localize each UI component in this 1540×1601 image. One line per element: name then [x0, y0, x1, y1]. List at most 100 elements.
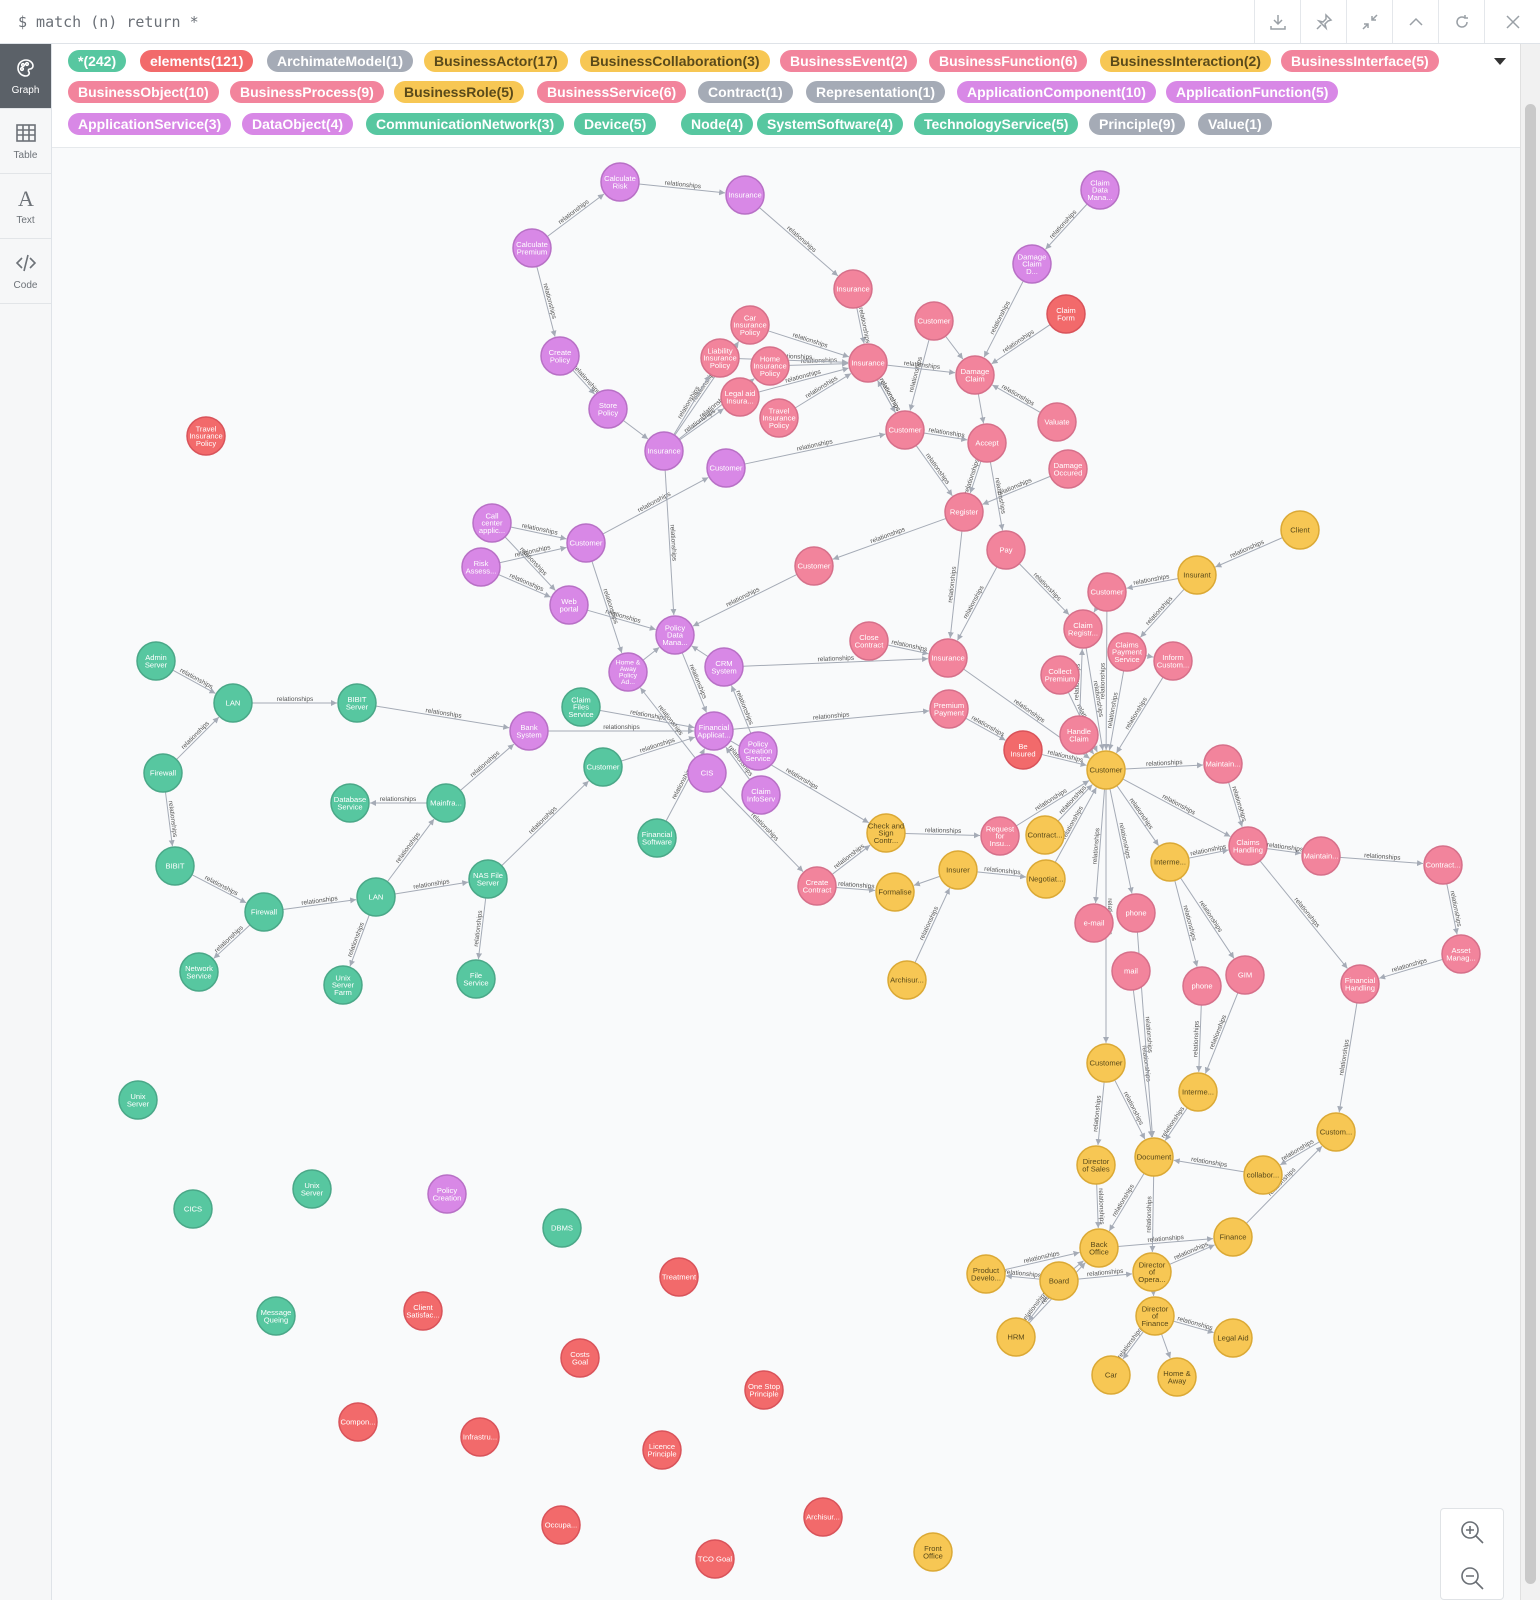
vertical-scrollbar[interactable] — [1520, 44, 1540, 1600]
edge-line[interactable] — [1094, 608, 1097, 612]
relationship-edge[interactable]: relationships — [173, 667, 216, 693]
relationship-edge[interactable]: relationships — [1280, 1138, 1319, 1165]
graph-node[interactable]: Customer — [886, 411, 924, 449]
relationship-edge[interactable]: relationships — [1447, 884, 1463, 935]
close-icon[interactable] — [1484, 0, 1540, 43]
relationship-edge[interactable]: relationships — [992, 383, 1040, 412]
graph-node[interactable]: Insurance — [645, 432, 683, 470]
graph-node[interactable]: Archisur... — [888, 961, 926, 999]
relationship-edge[interactable]: relationships — [743, 655, 928, 666]
graph-node[interactable]: Contract... — [1424, 846, 1462, 884]
relationship-edge[interactable]: relationships — [572, 364, 602, 396]
relationship-edge[interactable]: relationships — [621, 736, 695, 761]
relationship-edge[interactable]: relationships — [957, 567, 997, 641]
graph-node[interactable]: Client — [1281, 511, 1319, 549]
graph-node[interactable]: Infrastru... — [461, 1418, 499, 1456]
relationship-edge[interactable]: relationships — [1127, 573, 1179, 588]
relationship-edge[interactable]: relationships — [888, 639, 929, 654]
graph-node[interactable]: Negotiat... — [1027, 860, 1065, 898]
relationship-edge[interactable]: relationships — [857, 307, 871, 345]
graph-node[interactable]: Insurance — [726, 176, 764, 214]
label-pill[interactable]: ApplicationFunction(5) — [1166, 81, 1338, 103]
relationship-edge[interactable]: relationships — [693, 574, 797, 626]
relationship-edge[interactable]: relationships — [1260, 861, 1347, 969]
edge-line[interactable] — [1215, 538, 1282, 567]
download-icon[interactable] — [1254, 0, 1301, 43]
edge-line[interactable] — [915, 888, 950, 963]
graph-node[interactable]: collabor... — [1244, 1156, 1282, 1194]
relationship-edge[interactable]: relationships — [733, 711, 929, 729]
edge-line[interactable] — [1116, 677, 1163, 753]
relationship-edge[interactable]: relationships — [966, 715, 1006, 741]
graph-node[interactable]: Contract... — [1026, 816, 1064, 854]
sidebar-item-table[interactable]: Table — [0, 109, 51, 174]
edge-line[interactable] — [1146, 656, 1154, 658]
relationship-edge[interactable]: relationships — [1116, 1326, 1144, 1360]
relationship-edge[interactable]: relationships — [915, 888, 950, 963]
graph-node[interactable]: Insurant — [1178, 556, 1216, 594]
graph-node[interactable]: Customer — [915, 302, 953, 340]
relationship-edge[interactable]: relationships — [832, 842, 870, 874]
relationship-edge[interactable]: relationships — [1125, 759, 1203, 769]
graph-node[interactable]: Mainfra... — [427, 784, 465, 822]
relationship-edge[interactable]: relationships — [1338, 1003, 1357, 1113]
label-pill[interactable]: BusinessInterface(5) — [1281, 50, 1439, 72]
edge-line[interactable] — [603, 477, 709, 534]
edge-line[interactable] — [693, 574, 797, 626]
graph-node[interactable]: Formalise — [876, 873, 914, 911]
label-pill[interactable]: CommunicationNetwork(3) — [366, 113, 564, 135]
edge-line[interactable] — [643, 647, 659, 660]
relationship-edge[interactable]: relationships — [905, 827, 980, 835]
edge-line[interactable] — [1074, 1261, 1084, 1269]
relationship-edge[interactable]: relationships — [982, 476, 1050, 504]
edge-line[interactable] — [945, 336, 962, 359]
graph-node[interactable]: Insurance — [834, 270, 872, 308]
relationship-edge[interactable] — [1161, 1334, 1170, 1358]
graph-node[interactable]: CIS — [688, 754, 726, 792]
graph-node[interactable]: Finance — [1214, 1218, 1252, 1256]
relationship-edge[interactable]: relationships — [1140, 589, 1184, 637]
label-pill[interactable]: BusinessRole(5) — [394, 81, 524, 103]
scroll-thumb[interactable] — [1525, 104, 1536, 1584]
relationship-edge[interactable] — [914, 876, 940, 885]
edge-line[interactable] — [692, 646, 708, 657]
zoom-in-icon[interactable] — [1441, 1509, 1503, 1555]
relationship-edge[interactable]: relationships — [990, 462, 1006, 531]
relationship-edge[interactable]: relationships — [1266, 842, 1304, 854]
graph-node[interactable]: Customer — [567, 524, 605, 562]
graph-node[interactable]: Register — [945, 493, 983, 531]
sidebar-item-code[interactable]: Code — [0, 239, 51, 304]
label-pill[interactable]: BusinessEvent(2) — [780, 50, 917, 72]
relationship-edge[interactable] — [1094, 608, 1097, 612]
relationship-edge[interactable]: relationships — [547, 194, 604, 237]
graph-node[interactable]: Valuate — [1038, 403, 1076, 441]
relationship-edge[interactable]: relationships — [460, 744, 514, 790]
relationship-edge[interactable] — [1146, 656, 1154, 658]
